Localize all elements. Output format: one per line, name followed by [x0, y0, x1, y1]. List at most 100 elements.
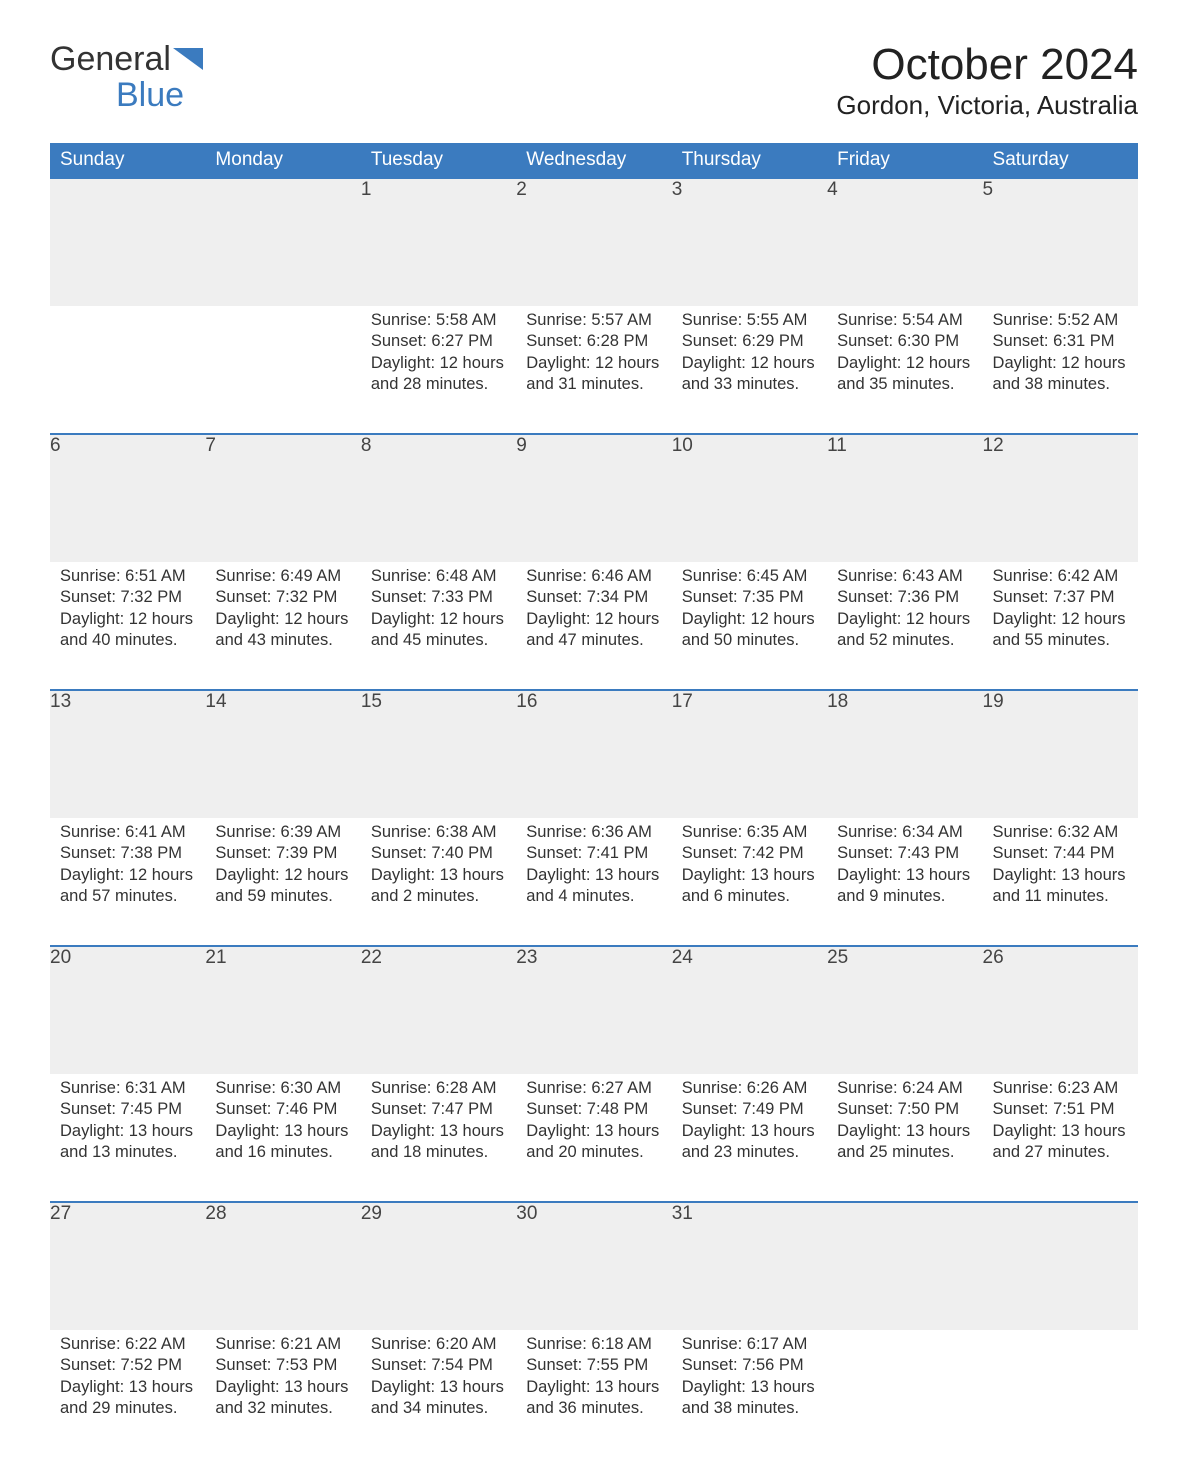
day-cell: Sunrise: 6:20 AMSunset: 7:54 PMDaylight:…	[361, 1330, 516, 1430]
day-cell: Sunrise: 5:52 AMSunset: 6:31 PMDaylight:…	[983, 306, 1138, 406]
week-body-row: Sunrise: 6:22 AMSunset: 7:52 PMDaylight:…	[50, 1330, 1138, 1458]
day-cell: Sunrise: 5:57 AMSunset: 6:28 PMDaylight:…	[516, 306, 671, 406]
week-body-row: Sunrise: 6:31 AMSunset: 7:45 PMDaylight:…	[50, 1074, 1138, 1202]
daylight-line: Daylight: 13 hours and 38 minutes.	[682, 1377, 817, 1420]
daylight-line: Daylight: 13 hours and 9 minutes.	[837, 865, 972, 908]
page-subtitle: Gordon, Victoria, Australia	[836, 90, 1138, 121]
sunrise-line: Sunrise: 6:31 AM	[60, 1078, 195, 1099]
sunset-line: Sunset: 7:56 PM	[682, 1355, 817, 1376]
empty-day-cell	[50, 306, 205, 434]
day-number: 2	[516, 178, 671, 306]
daylight-line: Daylight: 12 hours and 52 minutes.	[837, 609, 972, 652]
day-cell: Sunrise: 6:27 AMSunset: 7:48 PMDaylight:…	[516, 1074, 671, 1174]
day-number: 20	[50, 946, 205, 1074]
day-cell: Sunrise: 6:41 AMSunset: 7:38 PMDaylight:…	[50, 818, 205, 918]
day-cell: Sunrise: 6:26 AMSunset: 7:49 PMDaylight:…	[672, 1074, 827, 1174]
sunrise-line: Sunrise: 6:43 AM	[837, 566, 972, 587]
day-number: 6	[50, 434, 205, 562]
sunrise-line: Sunrise: 6:21 AM	[215, 1334, 350, 1355]
day-cell: Sunrise: 6:43 AMSunset: 7:36 PMDaylight:…	[827, 562, 982, 662]
empty-day-number	[205, 178, 360, 306]
empty-day-number	[50, 178, 205, 306]
sunset-line: Sunset: 7:38 PM	[60, 843, 195, 864]
sunrise-line: Sunrise: 6:32 AM	[993, 822, 1128, 843]
sunrise-line: Sunrise: 6:17 AM	[682, 1334, 817, 1355]
day-number: 4	[827, 178, 982, 306]
day-cell: Sunrise: 6:42 AMSunset: 7:37 PMDaylight:…	[983, 562, 1138, 662]
sunrise-line: Sunrise: 6:49 AM	[215, 566, 350, 587]
day-number: 17	[672, 690, 827, 818]
day-cell: Sunrise: 6:17 AMSunset: 7:56 PMDaylight:…	[672, 1330, 827, 1430]
daylight-line: Daylight: 13 hours and 29 minutes.	[60, 1377, 195, 1420]
daylight-line: Daylight: 12 hours and 50 minutes.	[682, 609, 817, 652]
day-cell: Sunrise: 6:28 AMSunset: 7:47 PMDaylight:…	[361, 1074, 516, 1174]
day-cell: Sunrise: 6:23 AMSunset: 7:51 PMDaylight:…	[983, 1074, 1138, 1174]
calendar-table: SundayMondayTuesdayWednesdayThursdayFrid…	[50, 143, 1138, 1458]
sunset-line: Sunset: 7:46 PM	[215, 1099, 350, 1120]
daylight-line: Daylight: 13 hours and 18 minutes.	[371, 1121, 506, 1164]
day-number: 13	[50, 690, 205, 818]
sunrise-line: Sunrise: 6:39 AM	[215, 822, 350, 843]
sunset-line: Sunset: 7:54 PM	[371, 1355, 506, 1376]
sunrise-line: Sunrise: 6:18 AM	[526, 1334, 661, 1355]
week-body-row: Sunrise: 6:41 AMSunset: 7:38 PMDaylight:…	[50, 818, 1138, 946]
week-body-row: Sunrise: 5:58 AMSunset: 6:27 PM Daylight:…	[50, 306, 1138, 434]
sunrise-line: Sunrise: 6:24 AM	[837, 1078, 972, 1099]
day-cell: Sunrise: 5:58 AMSunset: 6:27 PMDaylight:…	[361, 306, 516, 406]
weekday-header: Friday	[827, 143, 982, 178]
weekday-header: Thursday	[672, 143, 827, 178]
day-number: 1	[361, 178, 516, 306]
daylight-line: Daylight: 12 hours and 33 minutes.	[682, 353, 817, 396]
sunrise-line: Sunrise: 6:22 AM	[60, 1334, 195, 1355]
daylight-line: Daylight: 13 hours and 23 minutes.	[682, 1121, 817, 1164]
sunset-line: Sunset: 7:53 PM	[215, 1355, 350, 1376]
sunrise-line: Sunrise: 6:36 AM	[526, 822, 661, 843]
sunset-line: Sunset: 7:36 PM	[837, 587, 972, 608]
daylight-line: Daylight: 12 hours and 45 minutes.	[371, 609, 506, 652]
day-cell: Sunrise: 6:38 AMSunset: 7:40 PMDaylight:…	[361, 818, 516, 918]
logo-flag-icon	[173, 48, 203, 70]
daylight-line: Daylight: 13 hours and 25 minutes.	[837, 1121, 972, 1164]
day-number: 9	[516, 434, 671, 562]
empty-day-cell	[205, 306, 360, 434]
daylight-line: Daylight: 12 hours and 57 minutes.	[60, 865, 195, 908]
sunrise-line: Sunrise: 5:58 AM	[371, 310, 506, 331]
sunrise-line: Sunrise: 6:41 AM	[60, 822, 195, 843]
day-number: 24	[672, 946, 827, 1074]
day-number: 3	[672, 178, 827, 306]
day-number: 25	[827, 946, 982, 1074]
day-number: 26	[983, 946, 1138, 1074]
sunrise-line: Sunrise: 6:26 AM	[682, 1078, 817, 1099]
sunset-line: Sunset: 7:43 PM	[837, 843, 972, 864]
sunset-line: Sunset: 7:33 PM	[371, 587, 506, 608]
sunrise-line: Sunrise: 6:34 AM	[837, 822, 972, 843]
day-cell: Sunrise: 6:22 AMSunset: 7:52 PMDaylight:…	[50, 1330, 205, 1430]
sunset-line: Sunset: 6:27 PM	[371, 331, 506, 352]
daylight-line: Daylight: 13 hours and 13 minutes.	[60, 1121, 195, 1164]
sunrise-line: Sunrise: 6:51 AM	[60, 566, 195, 587]
sunset-line: Sunset: 7:32 PM	[60, 587, 195, 608]
daylight-line: Daylight: 12 hours and 47 minutes.	[526, 609, 661, 652]
day-cell: Sunrise: 6:39 AMSunset: 7:39 PMDaylight:…	[205, 818, 360, 918]
empty-day-number	[983, 1202, 1138, 1330]
sunset-line: Sunset: 6:28 PM	[526, 331, 661, 352]
sunset-line: Sunset: 7:45 PM	[60, 1099, 195, 1120]
weekday-header: Wednesday	[516, 143, 671, 178]
sunset-line: Sunset: 7:39 PM	[215, 843, 350, 864]
day-number: 14	[205, 690, 360, 818]
sunrise-line: Sunrise: 6:42 AM	[993, 566, 1128, 587]
sunset-line: Sunset: 7:42 PM	[682, 843, 817, 864]
daylight-line: Daylight: 13 hours and 2 minutes.	[371, 865, 506, 908]
sunset-line: Sunset: 7:44 PM	[993, 843, 1128, 864]
daylight-line: Daylight: 13 hours and 36 minutes.	[526, 1377, 661, 1420]
day-cell: Sunrise: 6:45 AMSunset: 7:35 PMDaylight:…	[672, 562, 827, 662]
day-number: 15	[361, 690, 516, 818]
week-daynum-row: 12345	[50, 178, 1138, 306]
daylight-line: Daylight: 13 hours and 34 minutes.	[371, 1377, 506, 1420]
day-cell: Sunrise: 6:21 AMSunset: 7:53 PMDaylight:…	[205, 1330, 360, 1430]
sunrise-line: Sunrise: 5:55 AM	[682, 310, 817, 331]
sunset-line: Sunset: 7:52 PM	[60, 1355, 195, 1376]
day-cell: Sunrise: 5:55 AMSunset: 6:29 PMDaylight:…	[672, 306, 827, 406]
day-cell: Sunrise: 6:24 AMSunset: 7:50 PMDaylight:…	[827, 1074, 982, 1174]
day-cell: Sunrise: 6:31 AMSunset: 7:45 PMDaylight:…	[50, 1074, 205, 1174]
